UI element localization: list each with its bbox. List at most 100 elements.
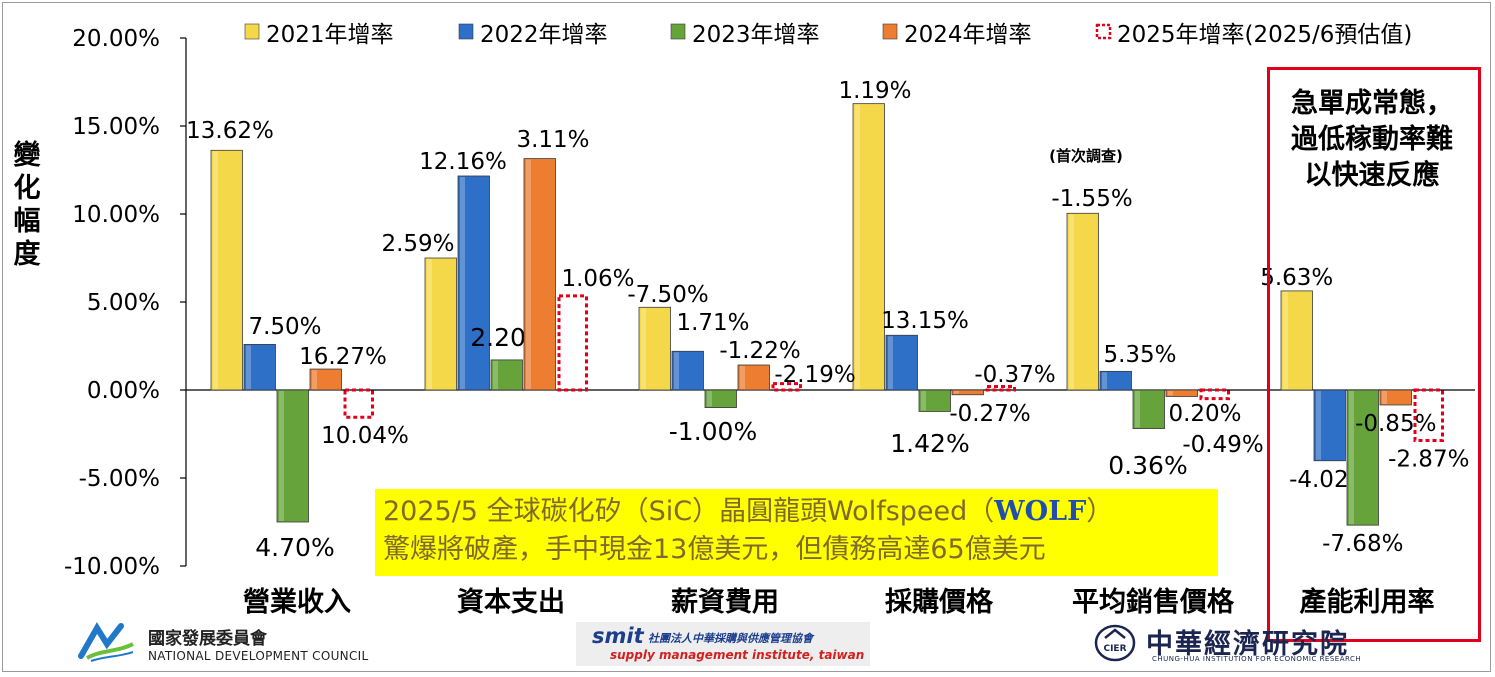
data-label: 0.20% [1168, 401, 1241, 427]
bar-2021-1 [424, 257, 457, 391]
bar-highlight [921, 391, 926, 411]
y-axis-label-char: 幅 [14, 206, 41, 237]
callout-line-3: 以快速反應 [1304, 160, 1440, 191]
capacity-callout: 急單成常態， 過低稼動率難 以快速反應 [1268, 86, 1476, 194]
bar-highlight [1283, 291, 1288, 389]
cier-name-en: CHUNG-HUA INSTITUTION FOR ECONOMIC RESEA… [1152, 655, 1362, 663]
legend-swatch-2025 [1095, 23, 1112, 40]
bar-highlight [1168, 391, 1173, 396]
bar-2021-2 [638, 306, 671, 391]
bar-2022-0 [243, 344, 276, 391]
data-label: 4.70% [255, 533, 334, 562]
bar-2025-5 [1413, 388, 1444, 443]
bar-2021-3 [852, 103, 885, 391]
bar-highlight [1102, 372, 1107, 389]
y-axis-label-char: 化 [14, 173, 41, 204]
bar-2021-0 [210, 149, 243, 391]
cier-name-zh: 中華經濟研究院 [1146, 629, 1349, 660]
bar-highlight [460, 176, 465, 389]
wolfspeed-note: 2025/5 全球碳化矽（SiC）晶圓龍頭Wolfspeed（WOLF） 驚爆將… [375, 489, 1218, 576]
y-axis-label-char: 變 [14, 139, 42, 171]
smit-brand-text: smit [592, 624, 644, 648]
bar-highlight [1069, 214, 1074, 389]
callout-line-2: 過低稼動率難 [1291, 124, 1453, 155]
data-label: 5.35% [1103, 342, 1176, 368]
bar-highlight [279, 391, 284, 521]
data-label: -1.00% [669, 417, 757, 446]
bar-2024-0 [309, 368, 342, 391]
bar-highlight [312, 370, 317, 389]
bar-2023-2 [704, 389, 737, 409]
bar-2021-5 [1280, 290, 1313, 391]
data-label: 16.27% [299, 344, 387, 370]
data-label: 0.36% [1108, 451, 1187, 480]
ndc-name-en: NATIONAL DEVELOPMENT COUNCIL [148, 649, 369, 663]
smit-name-en: supply management institute, taiwan [610, 648, 865, 662]
legend-swatch [244, 23, 260, 40]
y-tick-label: 0.00% [87, 378, 160, 404]
data-label: 1.71% [676, 310, 749, 336]
bar-highlight [740, 366, 745, 389]
bar-highlight [707, 391, 712, 407]
legend-label: 2024年增率 [904, 22, 1032, 48]
category-label: 平均銷售價格 [1072, 586, 1235, 618]
data-label: 5.63% [1260, 265, 1333, 291]
data-label: -0.27% [949, 401, 1030, 427]
data-label: 2.59% [381, 231, 454, 257]
bar-highlight [1382, 391, 1387, 404]
bar-2025-1 [557, 294, 588, 392]
legend-label: 2023年增率 [692, 22, 820, 48]
category-label: 產能利用率 [1300, 586, 1435, 618]
ndc-name-zh: 國家發展委員會 [148, 629, 267, 649]
bar-highlight [1135, 391, 1140, 428]
bar-2025-0 [343, 388, 374, 419]
category-label: 薪資費用 [671, 587, 779, 618]
bar-highlight [1316, 391, 1321, 460]
data-label: -0.49% [1182, 432, 1263, 458]
bar-highlight [888, 336, 893, 389]
legend-swatch [458, 23, 474, 40]
data-label: 1.06% [561, 266, 634, 292]
y-tick-label: 20.00% [72, 26, 160, 52]
note-line1-suffix: ） [1086, 496, 1114, 527]
bar-2022-5 [1313, 389, 1346, 462]
bar-highlight [213, 151, 218, 389]
callout-line-1: 急單成常態， [1291, 88, 1453, 119]
data-label: 7.50% [248, 314, 321, 340]
data-label: 13.62% [186, 118, 274, 144]
y-axis-label-char: 度 [14, 238, 41, 270]
data-label: 12.16% [419, 149, 507, 175]
cier-mark-text: CIER [1103, 644, 1126, 654]
bar-highlight [855, 104, 860, 389]
bar-highlight [246, 345, 251, 389]
y-tick-label: -10.00% [64, 554, 160, 580]
bar-2023-1 [490, 359, 523, 391]
note-wolf-ticker: WOLF [994, 496, 1087, 527]
y-tick-label: -5.00% [79, 466, 160, 492]
legend-label: 2022年增率 [480, 22, 608, 48]
bar-2023-4 [1132, 389, 1165, 429]
bar-2024-3 [951, 389, 984, 396]
smit-brand: smit [592, 624, 644, 648]
data-label: 3.11% [516, 127, 589, 153]
data-label: -1.55% [1051, 186, 1132, 212]
legend-label: 2021年增率 [266, 22, 394, 48]
category-label: 資本支出 [457, 587, 565, 618]
bar-highlight [526, 159, 531, 389]
data-label: -7.50% [627, 282, 708, 308]
cier-logo-icon: CIER [1094, 624, 1136, 662]
bar-2024-1 [523, 158, 556, 391]
bar-2024-4 [1165, 389, 1198, 397]
data-label: -2.19% [774, 362, 855, 388]
bar-2022-1 [457, 175, 490, 391]
note-line1-prefix: 2025/5 全球碳化矽（SiC）晶圓龍頭Wolfspeed（ [383, 496, 995, 527]
data-label: -0.85% [1355, 411, 1436, 437]
capacity-highlight-box [1267, 67, 1481, 642]
data-label: -7.68% [1322, 531, 1403, 557]
data-label: -2.87% [1388, 447, 1469, 473]
data-label: 1.19% [838, 78, 911, 104]
data-label: 10.04% [321, 423, 409, 449]
data-label: 13.15% [881, 308, 969, 334]
